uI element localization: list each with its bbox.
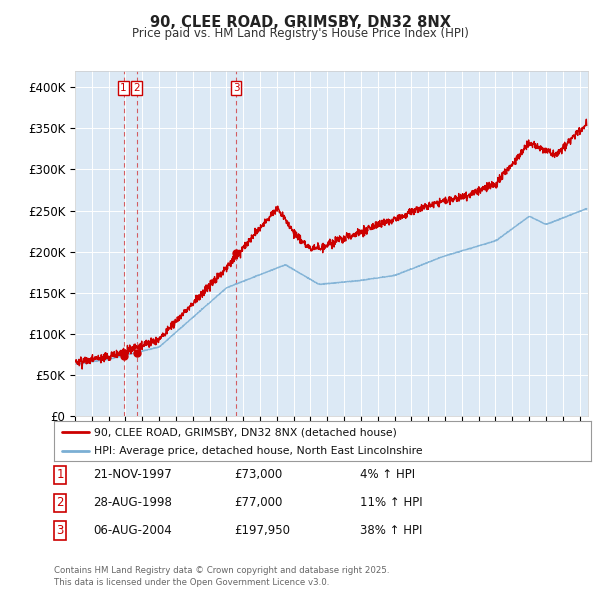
Text: 11% ↑ HPI: 11% ↑ HPI (360, 496, 422, 509)
Text: 06-AUG-2004: 06-AUG-2004 (93, 524, 172, 537)
Text: 3: 3 (56, 524, 64, 537)
Text: £73,000: £73,000 (234, 468, 282, 481)
Text: 2: 2 (133, 83, 140, 93)
Text: 3: 3 (233, 83, 239, 93)
Text: 1: 1 (56, 468, 64, 481)
Text: 2: 2 (56, 496, 64, 509)
Text: Contains HM Land Registry data © Crown copyright and database right 2025.
This d: Contains HM Land Registry data © Crown c… (54, 566, 389, 587)
Text: 90, CLEE ROAD, GRIMSBY, DN32 8NX (detached house): 90, CLEE ROAD, GRIMSBY, DN32 8NX (detach… (94, 427, 397, 437)
Text: 1: 1 (120, 83, 127, 93)
Text: HPI: Average price, detached house, North East Lincolnshire: HPI: Average price, detached house, Nort… (94, 445, 423, 455)
Text: 90, CLEE ROAD, GRIMSBY, DN32 8NX: 90, CLEE ROAD, GRIMSBY, DN32 8NX (149, 15, 451, 30)
Text: 4% ↑ HPI: 4% ↑ HPI (360, 468, 415, 481)
Text: £197,950: £197,950 (234, 524, 290, 537)
Text: £77,000: £77,000 (234, 496, 283, 509)
Text: 21-NOV-1997: 21-NOV-1997 (93, 468, 172, 481)
Text: 38% ↑ HPI: 38% ↑ HPI (360, 524, 422, 537)
Text: 28-AUG-1998: 28-AUG-1998 (93, 496, 172, 509)
Text: Price paid vs. HM Land Registry's House Price Index (HPI): Price paid vs. HM Land Registry's House … (131, 27, 469, 40)
